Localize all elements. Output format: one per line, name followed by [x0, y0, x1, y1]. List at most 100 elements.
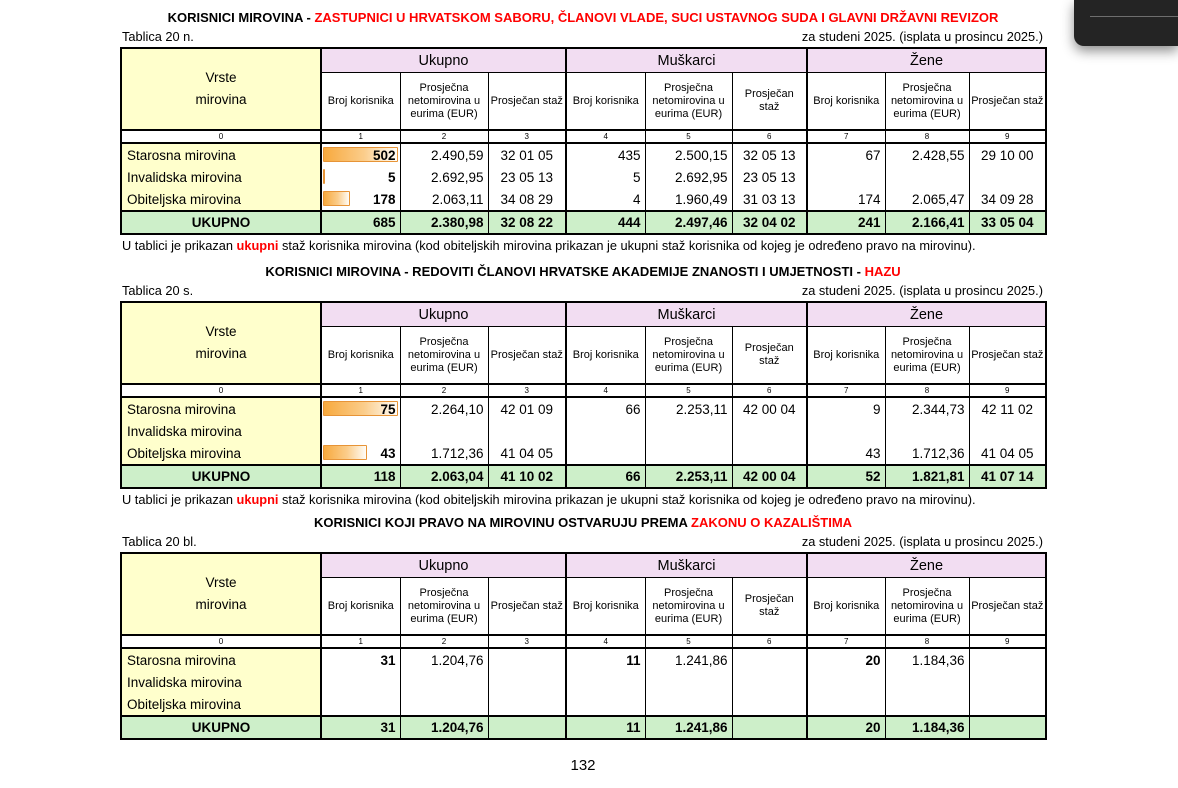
value-cell — [565, 442, 646, 465]
value-cell — [487, 420, 567, 442]
floating-overlay-panel[interactable] — [1074, 0, 1178, 46]
value-cell: 1.184,36 — [884, 648, 970, 671]
value-cell — [806, 420, 886, 442]
value-cell — [968, 671, 1047, 693]
column-index: 3 — [487, 634, 567, 649]
column-index: 3 — [487, 129, 567, 144]
column-header: Prosječna netomirovina u eurima (EUR) — [644, 577, 733, 636]
value-cell: 2.253,11 — [644, 397, 733, 420]
column-index: 4 — [565, 129, 646, 144]
value-cell: 66 — [565, 397, 646, 420]
column-header: Broj korisnika — [320, 577, 401, 636]
total-value-cell: 52 — [806, 464, 886, 489]
column-index: 5 — [644, 383, 733, 398]
column-index: 8 — [884, 383, 970, 398]
cell-value: 2.490,59 — [430, 147, 484, 163]
value-cell: 42 00 04 — [731, 397, 808, 420]
section-sabor-pensions: KORISNICI MIROVINA - ZASTUPNICI U HRVATS… — [120, 8, 1048, 253]
value-cell — [968, 166, 1047, 188]
column-header: Prosječna netomirovina u eurima (EUR) — [884, 577, 970, 636]
column-header: Prosječna netomirovina u eurima (EUR) — [644, 72, 733, 131]
value-cell — [399, 420, 489, 442]
title-red-part: HAZU — [864, 264, 901, 279]
cell-value: 4 — [632, 191, 641, 207]
column-header: Prosječan staž — [487, 577, 567, 636]
value-cell — [644, 693, 733, 716]
column-header: Prosječna netomirovina u eurima (EUR) — [399, 72, 489, 131]
value-cell: 43 — [320, 442, 401, 465]
value-cell: 1.960,49 — [644, 188, 733, 211]
total-value-cell: 1.184,36 — [884, 715, 970, 740]
value-cell — [731, 442, 808, 465]
cell-value: 2.253,11 — [675, 401, 728, 417]
value-cell: 32 05 13 — [731, 143, 808, 166]
value-cell — [731, 671, 808, 693]
total-value-cell: 11 — [565, 715, 646, 740]
value-cell: 435 — [565, 143, 646, 166]
value-cell: 2.490,59 — [399, 143, 489, 166]
title-black-part: KORISNICI MIROVINA - REDOVITI ČLANOVI HR… — [265, 264, 865, 279]
cell-value: 31 — [380, 652, 396, 668]
column-header: Prosječna netomirovina u eurima (EUR) — [644, 326, 733, 385]
cell-value: 42 01 09 — [500, 401, 554, 417]
title-black-part: KORISNICI KOJI PRAVO NA MIROVINU OSTVARU… — [313, 515, 691, 530]
period-label: za studeni 2025. (isplata u prosincu 202… — [801, 283, 1043, 298]
total-value-cell: 1.821,81 — [884, 464, 970, 489]
value-cell: 43 — [806, 442, 886, 465]
value-cell — [731, 648, 808, 671]
value-cell — [806, 671, 886, 693]
column-header: Prosječan staž — [731, 577, 808, 636]
row-header-line: mirovina — [195, 597, 247, 612]
total-value-cell: 1.204,76 — [399, 715, 489, 740]
row-label: Obiteljska mirovina — [120, 442, 322, 465]
column-index: 1 — [320, 634, 401, 649]
column-index: 7 — [806, 129, 886, 144]
value-cell — [884, 671, 970, 693]
value-cell — [731, 420, 808, 442]
total-value-cell: 41 10 02 — [487, 464, 567, 489]
footnote: U tablici je prikazan ukupni staž korisn… — [122, 238, 1046, 253]
cell-value: 1.712,36 — [430, 445, 484, 461]
column-index: 5 — [644, 129, 733, 144]
footnote-text: staž korisnika mirovina (kod obiteljskih… — [278, 492, 976, 507]
column-index: 2 — [399, 129, 489, 144]
group-header: Žene — [806, 47, 1047, 73]
cell-value: 2.692,95 — [674, 169, 728, 185]
total-value-cell: 32 08 22 — [487, 210, 567, 235]
total-value-cell: 2.253,11 — [644, 464, 733, 489]
pension-table: Vrste mirovina Ukupno Muškarci Žene Broj kori… — [120, 552, 1048, 740]
value-cell: 20 — [806, 648, 886, 671]
section-title: KORISNICI KOJI PRAVO NA MIROVINU OSTVARU… — [120, 513, 1046, 532]
group-header: Muškarci — [564, 552, 808, 578]
row-label: Obiteljska mirovina — [120, 188, 322, 211]
column-header: Prosječan staž — [731, 72, 808, 131]
overlay-divider — [1090, 16, 1178, 17]
column-header: Broj korisnika — [565, 72, 646, 131]
total-value-cell: 42 00 04 — [731, 464, 808, 489]
value-cell: 32 01 05 — [487, 143, 567, 166]
column-index: 1 — [320, 383, 401, 398]
value-cell — [968, 648, 1047, 671]
total-label: UKUPNO — [120, 715, 322, 740]
value-cell: 178 — [320, 188, 401, 211]
pension-table: Vrste mirovina Ukupno Muškarci Žene Broj kori… — [120, 301, 1048, 489]
column-index: 2 — [399, 634, 489, 649]
value-cell: 2.344,73 — [884, 397, 970, 420]
data-bar — [323, 401, 399, 416]
value-cell — [884, 693, 970, 716]
table-label: Tablica 20 n. — [122, 29, 194, 44]
row-label: Invalidska mirovina — [120, 166, 322, 188]
cell-value: 2.344,73 — [911, 401, 965, 417]
footnote-text: staž korisnika mirovina (kod obiteljskih… — [278, 238, 976, 253]
total-value-cell: 20 — [806, 715, 886, 740]
value-cell: 31 03 13 — [731, 188, 808, 211]
period-label: za studeni 2025. (isplata u prosincu 202… — [801, 29, 1043, 44]
value-cell: 5 — [320, 166, 401, 188]
table-label: Tablica 20 bl. — [122, 534, 197, 549]
column-index: 0 — [120, 383, 322, 398]
column-header: Broj korisnika — [806, 577, 886, 636]
column-header: Prosječan staž — [487, 326, 567, 385]
cell-value: 2.065,47 — [911, 191, 965, 207]
cell-value: 502 — [372, 147, 396, 163]
total-value-cell: 1.241,86 — [644, 715, 733, 740]
